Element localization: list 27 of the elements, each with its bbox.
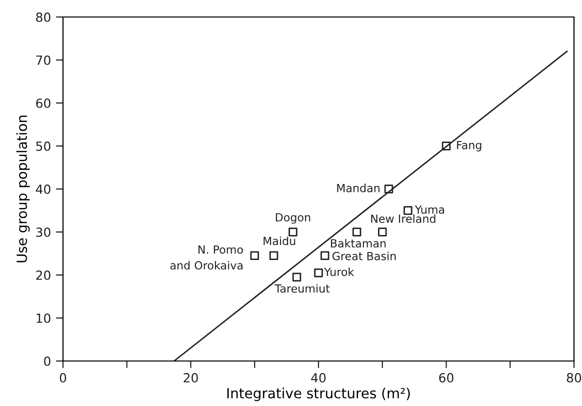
y-tick-label: 70 bbox=[36, 55, 50, 65]
y-tick-label: 20 bbox=[36, 270, 50, 280]
annotation: New Ireland bbox=[371, 214, 436, 223]
annotation: Baktaman bbox=[330, 238, 386, 248]
annotation: Maidu bbox=[264, 236, 296, 246]
y-tick-label: 0 bbox=[44, 356, 50, 366]
y-tick-label: 40 bbox=[36, 184, 50, 194]
x-tick-label: 20 bbox=[184, 373, 198, 382]
annotation: Fang bbox=[457, 140, 482, 152]
x-tick-label: 0 bbox=[60, 373, 66, 382]
y-tick-label: 10 bbox=[36, 313, 50, 323]
y-tick-label: 80 bbox=[36, 12, 50, 22]
annotation: Great Basin bbox=[332, 252, 396, 260]
x-tick-label: 80 bbox=[566, 373, 582, 382]
annotation: Yurok bbox=[324, 267, 354, 276]
annotation: Tareumiut bbox=[274, 284, 330, 293]
annotation: N. Pomo and Orokaiva bbox=[170, 245, 243, 270]
y-tick-label: 30 bbox=[36, 227, 50, 237]
x-tick-label: 60 bbox=[439, 373, 454, 382]
annotation: Dogon bbox=[276, 213, 310, 224]
annotation: Yuma bbox=[414, 205, 444, 214]
x-tick-label: 40 bbox=[311, 373, 326, 382]
y-tick-label: 60 bbox=[36, 98, 50, 108]
y-axis-title: Use group population bbox=[16, 116, 30, 262]
y-tick-label: 50 bbox=[36, 141, 50, 151]
x-axis-title: Integrative structures (m²) bbox=[227, 388, 410, 402]
annotation: Mandan bbox=[337, 184, 380, 192]
